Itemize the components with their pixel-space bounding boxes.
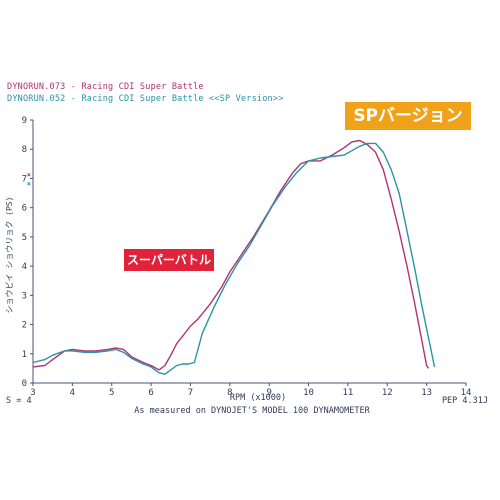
legend-entry-run-052: DYNORUN.052 - Racing CDI Super Battle <<…	[7, 94, 284, 104]
x-axis-label: RPM (x1000)	[230, 393, 286, 403]
footer-scale: S = 4	[6, 396, 32, 406]
legend-entry-run-073: DYNORUN.073 - Racing CDI Super Battle	[7, 82, 204, 92]
y-tick-label: 3	[22, 291, 27, 301]
x-tick-label: 3	[30, 388, 35, 398]
x-tick-label: 9	[266, 388, 271, 398]
y-tick-label: 7	[22, 174, 27, 184]
y-tick-label: 2	[22, 321, 27, 331]
callout-super-battle: スーパーバトル	[124, 249, 214, 271]
y-tick-label: 6	[22, 204, 27, 214]
y-axis-label: ショウビイ ショウリョク (PS)	[5, 197, 14, 314]
x-tick-label: 10	[303, 388, 314, 398]
callout-sp-version: SPバージョン	[345, 102, 471, 130]
x-tick-label: 6	[148, 388, 153, 398]
y-tick-label: 9	[22, 116, 27, 126]
x-tick-label: 13	[421, 388, 432, 398]
x-tick-label: 12	[382, 388, 393, 398]
series-line-run-052	[32, 142, 436, 375]
x-tick-label: 14	[461, 388, 472, 398]
y-tick-label: 1	[22, 350, 27, 360]
y-tick-label: 5	[22, 233, 27, 243]
series-marker-label: ×	[27, 180, 31, 188]
chart-axes	[32, 120, 466, 384]
y-tick-label: 8	[22, 145, 27, 155]
series-line-run-073	[32, 139, 430, 371]
footer-measured-note: As measured on DYNOJET'S MODEL 100 DYNAM…	[134, 406, 370, 416]
y-tick-label: 0	[22, 379, 27, 389]
chart-series	[32, 139, 436, 375]
x-tick-label: 5	[109, 388, 114, 398]
x-tick-label: 7	[188, 388, 193, 398]
series-marker-label: ×	[27, 171, 31, 179]
x-tick-label: 4	[70, 388, 75, 398]
footer-version: PEP 4.31J	[442, 396, 488, 406]
x-tick-label: 11	[342, 388, 353, 398]
y-tick-label: 4	[22, 262, 27, 272]
x-tick-label: 8	[227, 388, 232, 398]
